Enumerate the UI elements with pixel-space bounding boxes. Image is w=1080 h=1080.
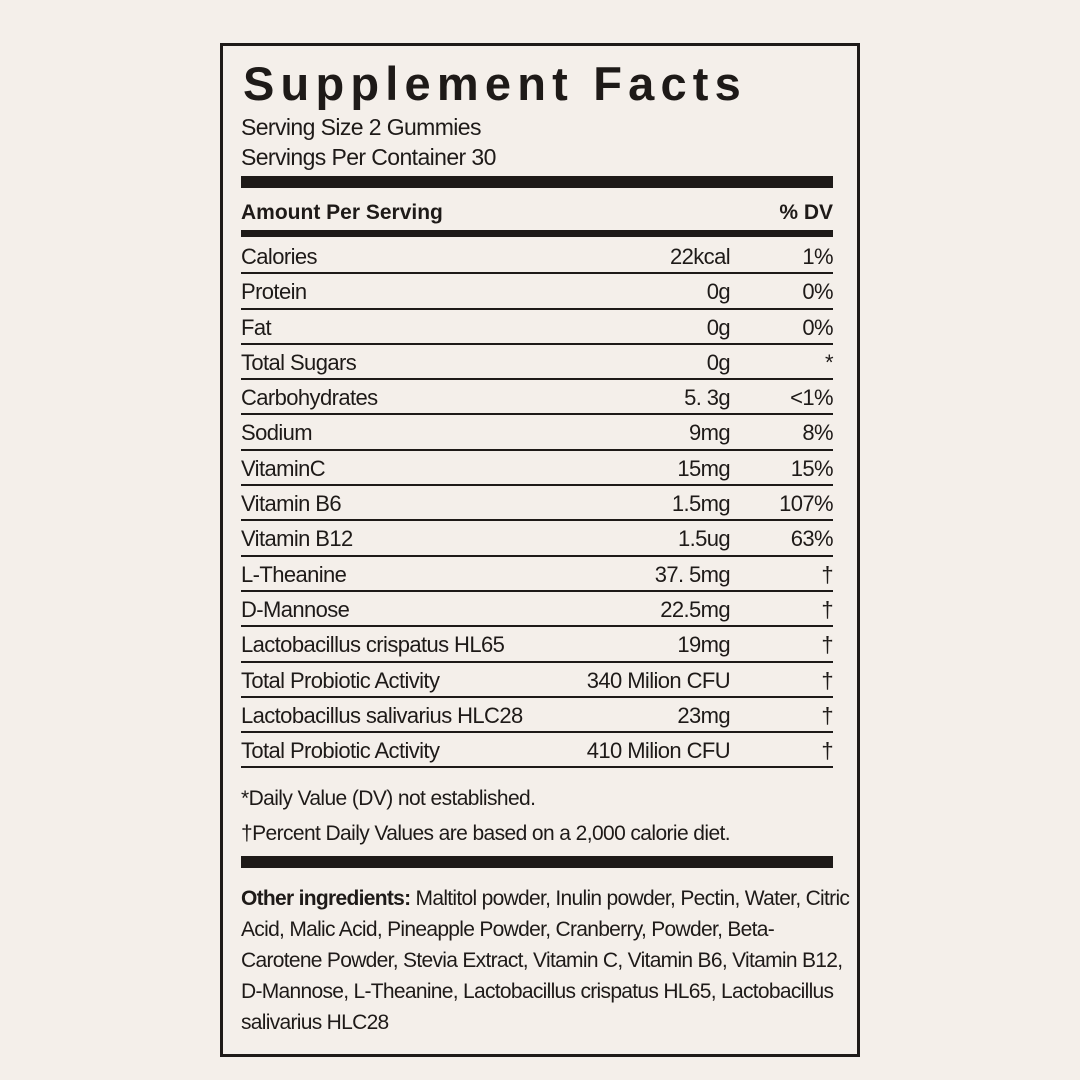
nutrient-amount: 1.5ug	[677, 526, 731, 552]
serving-size: Serving Size 2 Gummies	[241, 114, 481, 140]
nutrient-row: Total Sugars 0g *	[241, 345, 834, 381]
nutrient-name: D-Mannose	[241, 596, 350, 622]
nutrient-row: Calories 22kcal 1%	[241, 239, 834, 275]
medium-divider	[241, 230, 833, 237]
nutrient-name: Fat	[241, 314, 272, 340]
nutrient-name: Vitamin B6	[241, 491, 342, 517]
nutrient-dv: 1%	[802, 244, 833, 269]
nutrient-name: L-Theanine	[241, 561, 347, 587]
nutrient-amount: 9mg	[689, 420, 731, 446]
nutrient-amount: 0g	[706, 279, 731, 305]
nutrient-dv: †	[821, 667, 833, 693]
ingredients-text: Maltitol powder, Inulin powder, Pectin, …	[241, 887, 850, 1034]
nutrient-amount: 19mg	[677, 632, 730, 658]
nutrient-amount: 0g	[706, 314, 731, 340]
nutrient-dv: 63%	[790, 526, 834, 552]
amount-per-serving-label: Amount Per Serving	[241, 201, 443, 224]
nutrient-dv: 0%	[802, 279, 833, 305]
nutrient-row: VitaminC 15mg 15%	[241, 451, 834, 487]
nutrient-name: Lactobacillus salivarius HLC28	[241, 702, 523, 728]
nutrient-name: Total Probiotic Activity	[241, 667, 440, 693]
servings-per-container: Servings Per Container 30	[241, 144, 496, 170]
nutrient-dv: †	[821, 561, 833, 587]
nutrient-row: Protein 0g 0%	[241, 274, 834, 310]
nutrient-name: Carbohydrates	[241, 385, 378, 411]
amount-header: Amount Per Serving % DV	[241, 198, 833, 228]
label-title: Supplement Facts	[243, 57, 748, 110]
nutrient-name: VitaminC	[241, 455, 326, 481]
nutrient-row: Fat 0g 0%	[241, 310, 834, 345]
nutrient-name: Total Probiotic Activity	[241, 738, 440, 764]
nutrient-amount: 22kcal	[670, 244, 731, 269]
nutrient-name: Total Sugars	[241, 349, 357, 375]
nutrient-dv: <1%	[790, 385, 833, 411]
nutrient-dv: 107%	[779, 491, 833, 517]
nutrient-amount: 23mg	[677, 702, 730, 728]
dv-header-label: % DV	[779, 201, 833, 224]
nutrient-row: Total Probiotic Activity 340 Milion CFU †	[241, 663, 834, 698]
nutrient-row: Carbohydrates 5. 3g <1%	[241, 380, 834, 416]
nutrient-amount: 37. 5mg	[654, 561, 731, 587]
nutrient-row: Lactobacillus crispatus HL65 19mg †	[241, 627, 834, 663]
nutrient-name: Sodium	[241, 420, 313, 446]
nutrient-amount: 0g	[706, 349, 731, 375]
nutrient-row: Vitamin B12 1.5ug 63%	[241, 521, 834, 557]
supplement-facts-label: Supplement Facts Serving Size 2 Gummies …	[220, 43, 860, 1057]
nutrient-name: Lactobacillus crispatus HL65	[241, 632, 505, 658]
footnote-percent: †Percent Daily Values are based on a 2,0…	[241, 822, 731, 845]
other-ingredients: Other ingredients: Maltitol powder, Inul…	[241, 883, 853, 1038]
nutrient-amount: 340 Milion CFU	[586, 667, 731, 693]
footnote-dv: *Daily Value (DV) not established.	[241, 787, 536, 810]
nutrient-amount: 22.5mg	[660, 596, 730, 622]
ingredients-label: Other ingredients:	[241, 887, 411, 910]
thick-divider	[241, 856, 833, 868]
nutrient-dv: 15%	[790, 455, 834, 481]
nutrient-row: Total Probiotic Activity 410 Milion CFU †	[241, 733, 834, 769]
nutrient-amount: 15mg	[677, 455, 730, 481]
nutrient-dv: †	[821, 596, 833, 622]
nutrient-dv: †	[821, 702, 833, 728]
nutrient-row: Sodium 9mg 8%	[241, 415, 834, 451]
nutrient-row: Lactobacillus salivarius HLC28 23mg †	[241, 698, 834, 734]
nutrient-dv: *	[825, 349, 834, 375]
nutrient-row: L-Theanine 37. 5mg †	[241, 557, 834, 592]
nutrient-name: Vitamin B12	[241, 526, 353, 552]
nutrient-dv: 8%	[802, 420, 833, 446]
nutrient-name: Protein	[241, 279, 307, 305]
nutrient-dv: 0%	[802, 314, 833, 340]
nutrient-dv: †	[821, 632, 833, 658]
nutrient-row: D-Mannose 22.5mg †	[241, 592, 834, 628]
nutrient-amount: 410 Milion CFU	[586, 738, 731, 764]
nutrient-amount: 5. 3g	[684, 385, 731, 411]
thick-divider	[241, 176, 833, 188]
nutrient-row: Vitamin B6 1.5mg 107%	[241, 486, 834, 522]
nutrient-name: Calories	[241, 244, 318, 269]
nutrient-table: Calories 22kcal 1% Protein 0g 0% Fat 0g 0% Total …	[241, 239, 834, 769]
nutrient-amount: 1.5mg	[671, 491, 731, 517]
nutrient-dv: †	[821, 738, 833, 764]
